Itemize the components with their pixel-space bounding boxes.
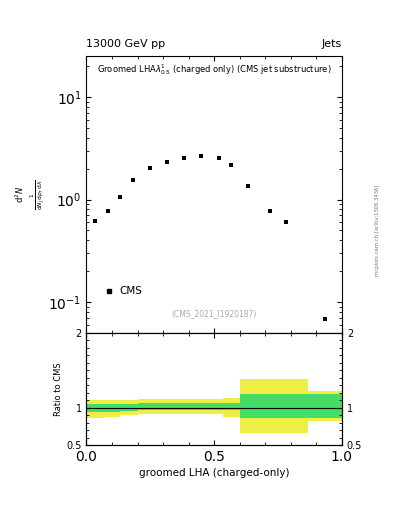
Y-axis label: $\mathrm{d}^2N$
$\frac{1}{\mathrm{d}N_J\,\mathrm{d}p_T\,\mathrm{d}\lambda}$: $\mathrm{d}^2N$ $\frac{1}{\mathrm{d}N_J\… [14, 179, 47, 210]
Bar [222, 403, 240, 410]
Bar [257, 379, 274, 433]
Bar [222, 398, 240, 417]
Bar [308, 391, 325, 421]
Bar [104, 404, 120, 412]
Bar [291, 394, 308, 418]
Bar [104, 400, 120, 417]
Bar [206, 399, 222, 414]
Bar [291, 379, 308, 433]
Text: CMS: CMS [119, 286, 143, 296]
Bar [308, 394, 325, 418]
Bar [120, 400, 138, 415]
Bar [240, 379, 257, 433]
Bar [120, 404, 138, 411]
Bar [274, 394, 291, 418]
Bar [206, 403, 222, 410]
Bar [325, 394, 342, 418]
Bar [171, 399, 189, 414]
Bar [274, 379, 291, 433]
Bar [86, 404, 104, 412]
Bar [86, 400, 104, 418]
Bar [171, 403, 189, 410]
Bar [189, 399, 206, 414]
Text: 13000 GeV pp: 13000 GeV pp [86, 38, 165, 49]
Bar [138, 399, 155, 414]
Text: mcplots.cern.ch [arXiv:1306.3436]: mcplots.cern.ch [arXiv:1306.3436] [375, 185, 380, 276]
X-axis label: groomed LHA (charged-only): groomed LHA (charged-only) [139, 468, 289, 479]
Bar [257, 394, 274, 418]
Bar [189, 403, 206, 410]
Text: Groomed LHA$\lambda^{1}_{0.5}$ (charged only) (CMS jet substructure): Groomed LHA$\lambda^{1}_{0.5}$ (charged … [97, 62, 332, 77]
Text: Jets: Jets [321, 38, 342, 49]
Bar [155, 403, 171, 410]
Bar [240, 394, 257, 418]
Bar [325, 391, 342, 421]
Bar [155, 399, 171, 414]
Text: (CMS_2021_I1920187): (CMS_2021_I1920187) [171, 309, 257, 318]
Bar [138, 403, 155, 410]
Y-axis label: Ratio to CMS: Ratio to CMS [55, 362, 63, 416]
